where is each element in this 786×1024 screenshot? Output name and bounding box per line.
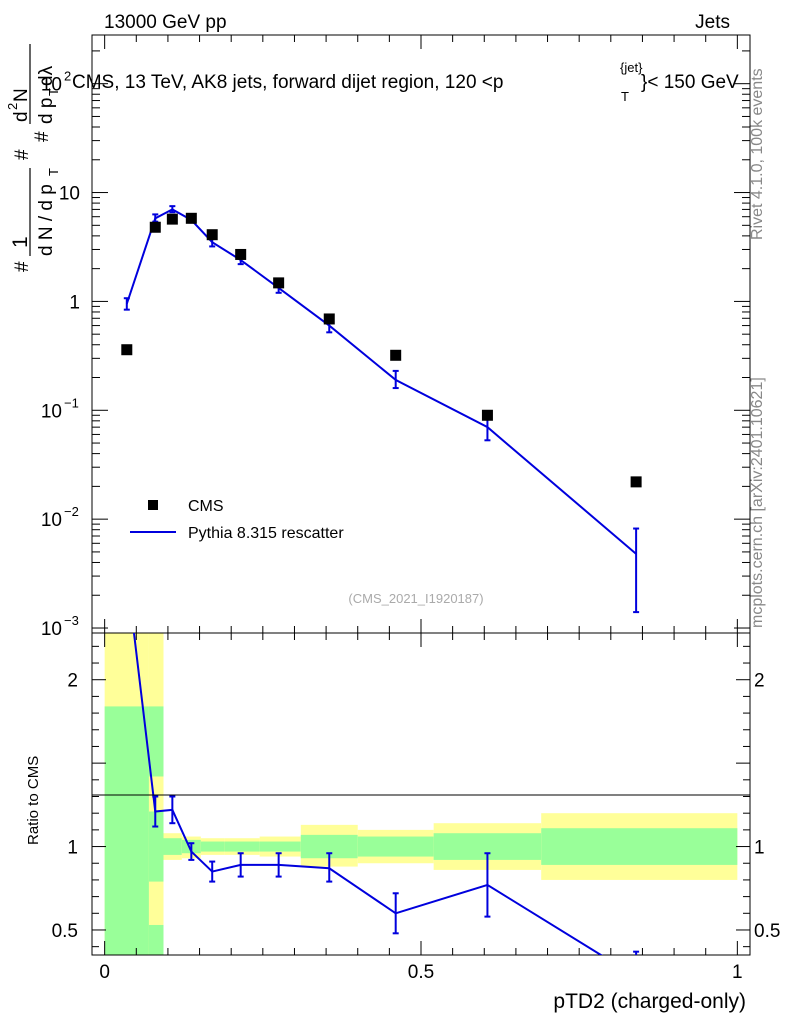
ratio-y-tick-label-right: 2	[754, 671, 765, 692]
cms-data-point	[121, 344, 133, 356]
ratio-band-inner	[357, 836, 434, 857]
ratio-band-inner	[259, 841, 301, 852]
ylabel-frac2-den-sub: T	[46, 88, 61, 96]
y-tick-label-exponent: −2	[64, 504, 79, 519]
ylabel-hash-2: #	[12, 149, 33, 160]
ratio-band-inner	[541, 828, 738, 865]
ylabel-frac2-num: d	[11, 111, 32, 122]
legend-cms-marker	[148, 500, 158, 510]
y-tick-label: 1	[69, 292, 80, 313]
cms-data-point	[323, 313, 335, 325]
ratio-y-tick-label-left: 2	[67, 671, 78, 692]
ratio-band-inner	[148, 811, 164, 882]
ratio-y-axis-label: Ratio to CMS	[25, 756, 42, 845]
x-tick-label: 0.5	[408, 962, 434, 983]
ylabel-frac1-den-sub: T	[46, 168, 61, 176]
cms-data-point	[166, 213, 178, 225]
ylabel-frac2-den-tail: dλ	[36, 65, 57, 86]
y-tick-label-exponent: −1	[64, 395, 79, 410]
cms-data-point	[149, 221, 161, 233]
y-axis-label: # 1 d N / d p T # # d 2 N d p T dλ	[5, 44, 61, 272]
y-tick-label-base: 10	[41, 75, 62, 96]
ratio-tick-labels: 2 2 1 1 0.5 0.5	[52, 671, 781, 942]
cms-data-point	[206, 229, 218, 241]
legend-cms-label: CMS	[188, 498, 224, 515]
data-series	[121, 212, 642, 488]
x-axis-label: pTD2 (charged-only)	[553, 990, 746, 1013]
ylabel-frac1-den: d N / d p	[36, 184, 57, 256]
x-tick-label: 0	[99, 962, 110, 983]
mc-series	[123, 205, 640, 614]
ylabel-frac1-num: 1	[9, 236, 32, 248]
title-tail: }< 150 GeV	[641, 72, 739, 93]
ratio-band-inner	[200, 841, 225, 852]
ratio-band-inner	[104, 706, 149, 955]
ratio-y-tick-label-right: 0.5	[754, 921, 780, 942]
ratio-y-tick-label-left: 1	[67, 838, 78, 859]
ratio-y-tick-label-right: 1	[754, 838, 765, 859]
plot-title: CMS, 13 TeV, AK8 jets, forward dijet reg…	[72, 60, 739, 104]
cms-data-point	[630, 476, 642, 488]
y-tick-label-exponent: −3	[64, 613, 79, 628]
y-tick-label-base: 10	[41, 510, 62, 531]
x-tick-labels: 0 0.5 1	[99, 962, 742, 983]
ratio-y-tick-label-left: 0.5	[52, 921, 78, 942]
cms-data-point	[390, 349, 402, 361]
ratio-axis-ticks	[92, 633, 750, 955]
analysis-reference: (CMS_2021_I1920187)	[348, 591, 483, 606]
header-energy-label: 13000 GeV pp	[104, 12, 227, 33]
ratio-band-inner	[224, 841, 260, 852]
cms-data-point	[273, 277, 285, 289]
ylabel-frac2-num-tail: N	[11, 88, 32, 102]
title-main-text: CMS, 13 TeV, AK8 jets, forward dijet reg…	[72, 72, 503, 93]
legend: CMS Pythia 8.315 rescatter	[130, 498, 344, 542]
cms-data-point	[235, 248, 247, 260]
cms-data-point	[481, 409, 493, 421]
y-tick-label-exponent: 2	[64, 69, 71, 84]
main-axis-ticks	[92, 35, 750, 633]
ylabel-hash-1: #	[12, 261, 33, 272]
ratio-uncertainty-bands	[104, 633, 738, 955]
x-tick-label: 1	[732, 962, 743, 983]
ylabel-frac1-den-text: d N / d p	[36, 184, 57, 256]
header-jets-label: Jets	[695, 12, 730, 33]
cms-data-point	[185, 212, 197, 224]
ratio-band-inner	[163, 838, 182, 855]
legend-mc-label: Pythia 8.315 rescatter	[188, 525, 344, 542]
y-tick-label: 10	[59, 184, 80, 205]
ylabel-hash-3: #	[32, 131, 53, 142]
mcplots-label: mcplots.cern.ch [arXiv:2401.10621]	[749, 377, 766, 628]
title-subscript: T	[621, 89, 629, 104]
ratio-band-inner	[300, 834, 358, 859]
ratio-series	[132, 633, 640, 955]
title-superscript: {jet}	[620, 60, 643, 75]
ylabel-frac2-den: d p	[36, 98, 57, 124]
rivet-version-label: Rivet 4.1.0, 100k events	[749, 68, 766, 240]
ylabel-frac2-num-sup: 2	[5, 103, 20, 110]
y-tick-label-base: 10	[41, 401, 62, 422]
y-tick-label-base: 10	[41, 619, 62, 640]
title-main: CMS, 13 TeV, AK8 jets, forward dijet reg…	[72, 72, 503, 93]
